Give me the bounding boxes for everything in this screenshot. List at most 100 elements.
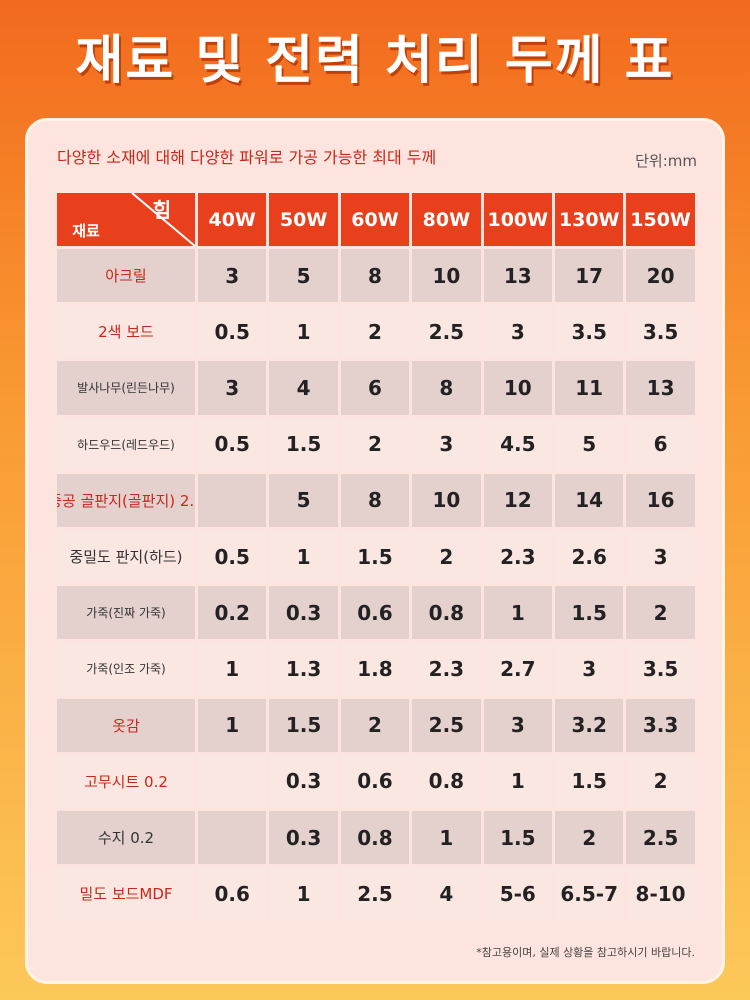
value-cell: 3.3	[626, 698, 695, 752]
corner-bottom: 재료	[72, 221, 100, 240]
row-name: 하드우드(레드우드)	[57, 417, 195, 471]
value-cell: 1.5	[555, 754, 624, 808]
title: 재료 및 전력 처리 두께 표	[75, 31, 675, 91]
value-cell: 10	[412, 473, 481, 527]
value-cell: 1	[198, 698, 267, 752]
value-cell: 16	[626, 473, 695, 527]
value-cell: 1	[269, 530, 338, 584]
row-name: 가죽(인조 가죽)	[57, 642, 195, 696]
value-cell: 8-10	[626, 867, 695, 921]
column-header: 100W	[483, 193, 552, 246]
column-header: 130W	[555, 193, 624, 246]
value-cell: 10	[412, 249, 481, 303]
value-cell: 0.3	[269, 811, 338, 865]
column-header: 50W	[269, 193, 338, 246]
value-cell: 3	[483, 305, 552, 359]
row-name: 밀도 보드MDF	[57, 867, 195, 921]
value-cell: 6	[340, 361, 410, 415]
value-cell: 3	[483, 698, 552, 752]
value-cell: 2	[340, 305, 410, 359]
footnote: *참고용이며, 실제 상황을 참고하시기 바랍니다.	[476, 946, 695, 959]
row-name: 중밀도 판지(하드)	[57, 530, 195, 584]
value-cell: 0.6	[198, 867, 267, 921]
value-cell: 3.2	[555, 698, 624, 752]
unit: 단위:mm	[635, 152, 697, 170]
row-name: 중공 골판지(골판지) 2.5	[57, 473, 195, 527]
value-cell: 17	[555, 249, 624, 303]
value-cell: 12	[483, 473, 552, 527]
value-cell: 6	[626, 417, 695, 471]
value-cell: 2.5	[412, 698, 481, 752]
value-cell: 2	[412, 530, 481, 584]
column-header: 60W	[340, 193, 410, 246]
column-header: 80W	[412, 193, 481, 246]
row-name: 발사나무(린든나무)	[57, 361, 195, 415]
value-cell: 3.5	[626, 642, 695, 696]
value-cell: 2.7	[483, 642, 552, 696]
value-cell: 8	[340, 249, 410, 303]
corner-top: 힘	[152, 197, 172, 222]
value-cell: 1	[483, 586, 552, 640]
value-cell: 1.5	[269, 417, 338, 471]
value-cell: 5	[269, 473, 338, 527]
value-cell: 13	[483, 249, 552, 303]
value-cell: 2	[555, 811, 624, 865]
value-cell: 2	[340, 698, 410, 752]
value-cell: 8	[340, 473, 410, 527]
value-cell: 2	[626, 754, 695, 808]
value-cell: 5-6	[483, 867, 552, 921]
header-corner	[57, 193, 195, 246]
value-cell: 0.5	[198, 417, 267, 471]
value-cell: 2	[340, 417, 410, 471]
value-cell: 2.5	[626, 811, 695, 865]
value-cell: 3	[555, 642, 624, 696]
value-cell: 0.8	[340, 811, 410, 865]
value-cell: 20	[626, 249, 695, 303]
value-cell: 2.3	[483, 530, 552, 584]
value-cell: 4	[269, 361, 338, 415]
value-cell: 0.3	[269, 586, 338, 640]
value-cell: 3	[626, 530, 695, 584]
empty-cell	[198, 473, 267, 527]
value-cell: 2.5	[412, 305, 481, 359]
value-cell: 1	[198, 642, 267, 696]
value-cell: 0.8	[412, 754, 481, 808]
value-cell: 3	[198, 249, 267, 303]
value-cell: 0.2	[198, 586, 267, 640]
value-cell: 10	[483, 361, 552, 415]
value-cell: 5	[269, 249, 338, 303]
value-cell: 2.6	[555, 530, 624, 584]
value-cell: 2.3	[412, 642, 481, 696]
value-cell: 0.6	[340, 754, 410, 808]
value-cell: 14	[555, 473, 624, 527]
value-cell: 1.5	[340, 530, 410, 584]
value-cell: 3.5	[555, 305, 624, 359]
empty-cell	[198, 811, 267, 865]
value-cell: 0.8	[412, 586, 481, 640]
value-cell: 0.3	[269, 754, 338, 808]
value-cell: 1	[269, 867, 338, 921]
value-cell: 3	[412, 417, 481, 471]
column-header: 40W	[198, 193, 267, 246]
value-cell: 4.5	[483, 417, 552, 471]
row-name: 아크릴	[57, 249, 195, 303]
value-cell: 3	[198, 361, 267, 415]
diagonal	[131, 193, 195, 246]
value-cell: 13	[626, 361, 695, 415]
value-cell: 1.8	[340, 642, 410, 696]
value-cell: 1.5	[555, 586, 624, 640]
value-cell: 2	[626, 586, 695, 640]
value-cell: 1	[269, 305, 338, 359]
value-cell: 0.5	[198, 305, 267, 359]
row-name: 가죽(진짜 가죽)	[57, 586, 195, 640]
row-name: 2색 보드	[57, 305, 195, 359]
value-cell: 4	[412, 867, 481, 921]
value-cell: 1.3	[269, 642, 338, 696]
value-cell: 6.5-7	[555, 867, 624, 921]
subtitle: 다양한 소재에 대해 다양한 파워로 가공 가능한 최대 두께	[57, 148, 437, 167]
row-name: 수지 0.2	[57, 811, 195, 865]
empty-cell	[198, 754, 267, 808]
value-cell: 0.6	[340, 586, 410, 640]
value-cell: 5	[555, 417, 624, 471]
